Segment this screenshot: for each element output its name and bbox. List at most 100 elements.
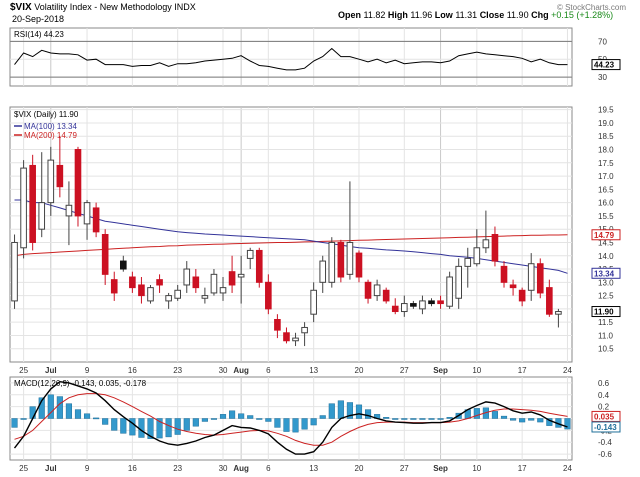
candle-body xyxy=(355,252,363,278)
chart-title: $VIX Volatility Index - New Methodology … xyxy=(10,2,196,13)
candle-body xyxy=(265,281,272,310)
macd-histogram-bar xyxy=(392,418,399,420)
price-ytick-label: 14.0 xyxy=(598,252,614,261)
macd-legend: MACD(12,26,9) -0.143, 0.035, -0.178 xyxy=(14,379,147,388)
candle-body xyxy=(11,241,18,302)
ma200-value-tag: 14.79 xyxy=(594,231,615,240)
rsi-ytick-label: 70 xyxy=(598,37,607,46)
candle-body xyxy=(101,234,109,275)
candle-body xyxy=(201,295,209,299)
macd-histogram-bar xyxy=(65,403,72,419)
xtick-label-upper: 20 xyxy=(355,366,364,375)
macd-histogram-bar xyxy=(83,413,91,419)
macd-histogram-bar xyxy=(310,418,317,426)
candle-body xyxy=(337,241,345,278)
ma100-legend: MA(100) 13.34 xyxy=(24,122,77,131)
candle-body xyxy=(65,204,73,217)
xtick-label-upper: 17 xyxy=(518,366,527,375)
macd-histogram-bar xyxy=(111,418,118,431)
xtick-label-lower: 10 xyxy=(472,464,481,473)
candle-body xyxy=(156,279,163,286)
rsi-last-value-tag: 44.23 xyxy=(594,61,615,70)
xtick-label-lower: 16 xyxy=(128,464,137,473)
instrument-name: Volatility Index - New Methodology xyxy=(34,2,172,12)
macd-histogram-bar xyxy=(328,403,335,419)
macd-ytick-label: 0.4 xyxy=(598,391,610,400)
xtick-label-upper: Aug xyxy=(233,366,249,375)
change-label: Chg xyxy=(531,10,549,20)
xtick-label-lower: Aug xyxy=(233,464,249,473)
ma100-value-tag-box xyxy=(591,267,621,279)
close-value-tag: 11.90 xyxy=(594,308,614,317)
high-value: 11.96 xyxy=(410,10,433,20)
xtick-label-lower: 6 xyxy=(266,464,271,473)
open-value: 11.82 xyxy=(363,10,386,20)
macd-ytick-label: 0.6 xyxy=(598,379,610,388)
macd-histogram-bar xyxy=(147,418,154,439)
macd-histogram-bar xyxy=(410,418,417,420)
macd-histogram-bar xyxy=(355,404,363,419)
macd-histogram-bar xyxy=(238,413,245,419)
ma100-value-tag: 13.34 xyxy=(594,269,615,278)
candle-body xyxy=(364,281,372,299)
macd-histogram-bar xyxy=(183,418,190,431)
xtick-label-upper: 23 xyxy=(173,366,182,375)
rsi-legend: RSI(14) 44.23 xyxy=(14,30,64,39)
candle-body xyxy=(555,311,562,315)
macd-histogram-bar xyxy=(491,411,499,419)
macd-histogram-bar xyxy=(446,417,453,419)
xtick-label-lower: Jul xyxy=(45,464,57,473)
price-ytick-label: 16.0 xyxy=(598,199,614,208)
macd-histogram-bar xyxy=(500,415,508,419)
price-ytick-label: 14.5 xyxy=(598,238,614,247)
macd-histogram-bar xyxy=(102,418,109,425)
rsi-ytick-label: 30 xyxy=(598,73,607,82)
candle-body xyxy=(382,289,390,302)
brand-watermark: © StockCharts.com xyxy=(556,3,626,12)
candle-body xyxy=(391,305,399,313)
ohlc-readout: Open 11.82 High 11.96 Low 11.31 Close 11… xyxy=(338,10,613,20)
candle-body xyxy=(419,300,426,310)
candle-body xyxy=(38,202,46,230)
macd-histogram-bar xyxy=(192,418,199,427)
macd-histogram-bar xyxy=(219,414,227,419)
candle-body xyxy=(446,276,453,307)
macd-histogram-bar xyxy=(56,396,63,419)
signal-value-tag: 0.035 xyxy=(594,412,615,421)
candle-body xyxy=(110,279,118,294)
candle-body xyxy=(228,271,236,286)
macd-ytick-label: 0.2 xyxy=(598,403,610,412)
xtick-label-upper: 10 xyxy=(472,366,481,375)
xtick-label-upper: 30 xyxy=(219,366,228,375)
candle-body xyxy=(74,149,82,217)
change-value: +0.15 (+1.28%) xyxy=(551,10,614,20)
macd-ytick-label: -0.6 xyxy=(598,450,612,459)
macd-histogram-bar xyxy=(337,400,344,419)
candle-body xyxy=(274,319,281,331)
macd-histogram-bar xyxy=(364,409,372,419)
xtick-label-upper: 27 xyxy=(400,366,409,375)
macd-histogram-bar xyxy=(129,418,136,436)
macd-histogram-bar xyxy=(528,418,535,421)
low-value: 11.31 xyxy=(455,10,478,20)
candle-body xyxy=(92,207,100,233)
xtick-label-lower: 30 xyxy=(219,464,228,473)
macd-value-tag: -0.143 xyxy=(594,423,617,432)
candle-body xyxy=(219,287,227,294)
candle-body xyxy=(292,337,299,342)
macd-histogram-bar xyxy=(537,418,544,423)
xtick-label-lower: 27 xyxy=(400,464,409,473)
candle-body xyxy=(129,276,136,289)
xtick-label-lower: 13 xyxy=(309,464,318,473)
price-ytick-label: 15.5 xyxy=(598,212,614,221)
price-ytick-label: 18.0 xyxy=(598,146,614,155)
macd-histogram-bar xyxy=(47,394,54,419)
candle-body xyxy=(237,273,245,278)
symbol: $VIX xyxy=(10,2,32,13)
macd-histogram-bar xyxy=(29,406,36,419)
xtick-label-lower: 9 xyxy=(85,464,90,473)
macd-histogram-bar xyxy=(93,417,100,420)
xtick-label-upper: 16 xyxy=(128,366,137,375)
macd-signal-line xyxy=(14,393,568,446)
candle-body xyxy=(518,289,526,302)
